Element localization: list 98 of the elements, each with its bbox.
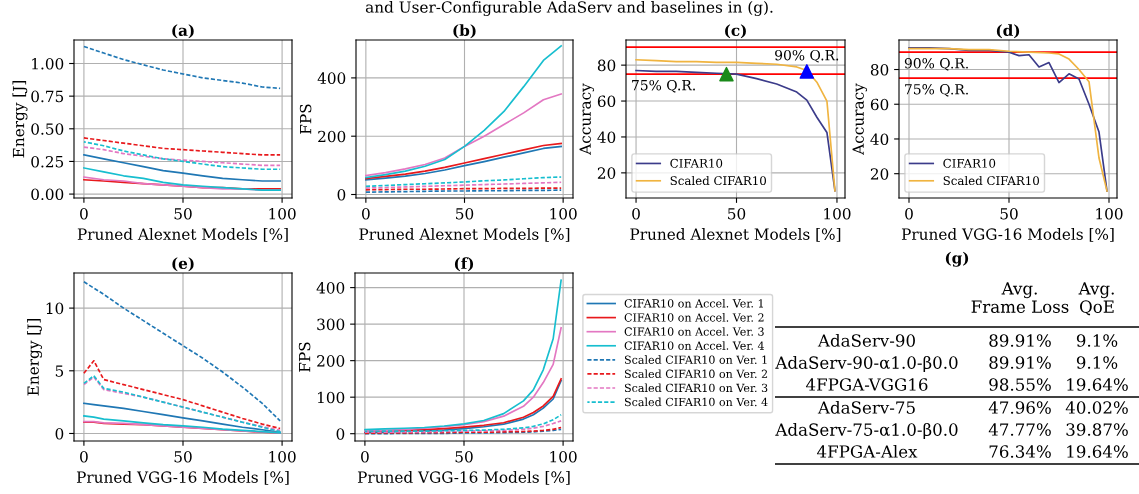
text: 9.1% (1076, 334, 1118, 347)
ref-line-label: 75% Q.R. (632, 79, 695, 93)
y-tick-label: 80 (597, 59, 616, 72)
x-axis-title: Pruned Alexnet Models [%] (630, 228, 841, 242)
category-label: 4FPGA-VGG16 (806, 378, 928, 391)
x-tick-label: 100 (269, 207, 296, 220)
chart-title: (c) (725, 24, 746, 39)
x-tick-label: 50 (174, 207, 192, 220)
text: 89.91% (989, 334, 1051, 347)
chart-title: (b) (453, 24, 476, 39)
x-tick-label: 100 (269, 450, 296, 463)
y-tick-label: 0 (337, 188, 346, 201)
y-tick-label: 100 (317, 391, 345, 404)
text: 98.55% (989, 378, 1051, 391)
x-tick-label: 0 (362, 207, 370, 220)
x-tick-label: 50 (456, 207, 474, 220)
y-tick-label: 60 (870, 98, 889, 111)
x-tick-label: 0 (361, 450, 369, 463)
y-tick-label: 0.00 (31, 188, 64, 201)
text: 39.87% (1066, 423, 1128, 436)
text: 47.96% (988, 401, 1051, 414)
text: 19.64% (1067, 378, 1128, 391)
y-axis-title: Energy [J] (27, 318, 43, 396)
x-axis-title: Pruned Alexnet Models [%] (359, 228, 570, 242)
y-axis-title: Accuracy (579, 83, 595, 155)
ref-line-label: 90% Q.R. (904, 57, 968, 71)
legend-label: CIFAR10 on Accel. Ver. 3 (624, 327, 764, 336)
chart-title: (a) (172, 24, 194, 39)
y-tick-label: 0 (336, 428, 345, 440)
category-label: AdaServ-90 (817, 333, 915, 347)
legend-label: Scaled CIFAR10 on Ver. 3 (624, 383, 768, 393)
x-axis-title: Pruned VGG-16 Models [%] (76, 471, 289, 485)
y-tick-label: 1.00 (32, 57, 64, 70)
legend-label: CIFAR10 on Accel. Ver. 2 (624, 313, 764, 322)
y-axis-title: FPS (299, 104, 312, 134)
text: 40.02% (1065, 401, 1128, 414)
x-tick-label: 100 (550, 450, 577, 463)
text: 9.1% (1076, 356, 1118, 369)
category-label: Avg. Frame Loss (971, 282, 1069, 313)
y-tick-label: 0.75 (31, 90, 64, 103)
y-tick-label: 200 (317, 355, 345, 367)
y-tick-label: 80 (870, 63, 889, 76)
x-tick-label: 50 (728, 207, 746, 220)
legend-label: CIFAR10 (943, 158, 996, 168)
x-tick-label: 100 (1096, 207, 1123, 220)
y-tick-label: 400 (317, 72, 346, 84)
y-tick-label: 0.25 (31, 155, 64, 168)
category-label: AdaServ-75-α1.0-β0.0 (775, 422, 958, 440)
y-tick-label: 400 (316, 282, 345, 294)
legend-label: Scaled CIFAR10 (943, 175, 1039, 186)
category-label: AdaServ-75 (817, 400, 915, 414)
legend-label: Scaled CIFAR10 on Ver. 4 (624, 397, 768, 407)
category-label: Avg. QoE (1078, 282, 1114, 316)
x-axis-title: Pruned VGG-16 Models [%] (901, 228, 1114, 242)
text: 89.91% (989, 356, 1051, 369)
y-tick-label: 20 (597, 167, 616, 179)
y-axis-title: Accuracy (852, 83, 868, 155)
chart-title: (d) (996, 24, 1020, 39)
annotation: 90% Q.R. (775, 49, 839, 63)
y-tick-label: 10 (46, 302, 64, 315)
x-axis-title: Pruned VGG-16 Models [%] (357, 471, 570, 485)
legend-label: Scaled CIFAR10 on Ver. 1 (624, 355, 767, 364)
x-tick-label: 0 (905, 207, 913, 220)
x-tick-label: 0 (80, 207, 88, 220)
legend-label: CIFAR10 on Accel. Ver. 4 (624, 341, 764, 350)
y-axis-title: FPS (298, 342, 311, 372)
legend-label: CIFAR10 (670, 158, 723, 168)
ref-line-label: 75% Q.R. (905, 84, 968, 97)
x-tick-label: 100 (824, 207, 851, 220)
y-tick-label: 0.50 (31, 123, 64, 135)
chart-title: (e) (172, 257, 194, 272)
y-tick-label: 60 (597, 95, 616, 108)
y-tick-label: 40 (870, 133, 889, 145)
text: 19.64% (1067, 445, 1128, 458)
legend-label: Scaled CIFAR10 (670, 175, 766, 186)
category-label: AdaServ-90-α1.0-β0.0 (775, 355, 958, 373)
x-axis-title: Pruned Alexnet Models [%] (77, 228, 288, 242)
y-tick-label: 20 (870, 168, 889, 180)
text: (g) (945, 251, 969, 267)
x-tick-label: 50 (1000, 207, 1018, 220)
text: 47.77% (988, 423, 1051, 436)
x-tick-label: 50 (455, 450, 473, 463)
chart-title: (f) (454, 257, 474, 272)
x-tick-label: 50 (174, 450, 192, 463)
y-tick-label: 200 (318, 130, 346, 143)
legend-label: Scaled CIFAR10 on Ver. 2 (624, 369, 768, 378)
x-tick-label: 0 (80, 450, 88, 463)
x-tick-label: 0 (632, 207, 640, 220)
y-tick-label: 5 (55, 365, 64, 377)
y-tick-label: 40 (597, 131, 616, 143)
x-tick-label: 100 (550, 207, 577, 220)
text: and User-Configurable AdaServ and baselines in (g). (365, 0, 773, 16)
y-axis-title: Energy [J] (12, 80, 28, 158)
text: 76.34% (989, 445, 1051, 458)
y-tick-label: 300 (317, 318, 345, 331)
category-label: 4FPGA-Alex (817, 444, 918, 458)
y-tick-label: 0 (55, 427, 64, 440)
legend-label: CIFAR10 on Accel. Ver. 1 (624, 298, 763, 308)
